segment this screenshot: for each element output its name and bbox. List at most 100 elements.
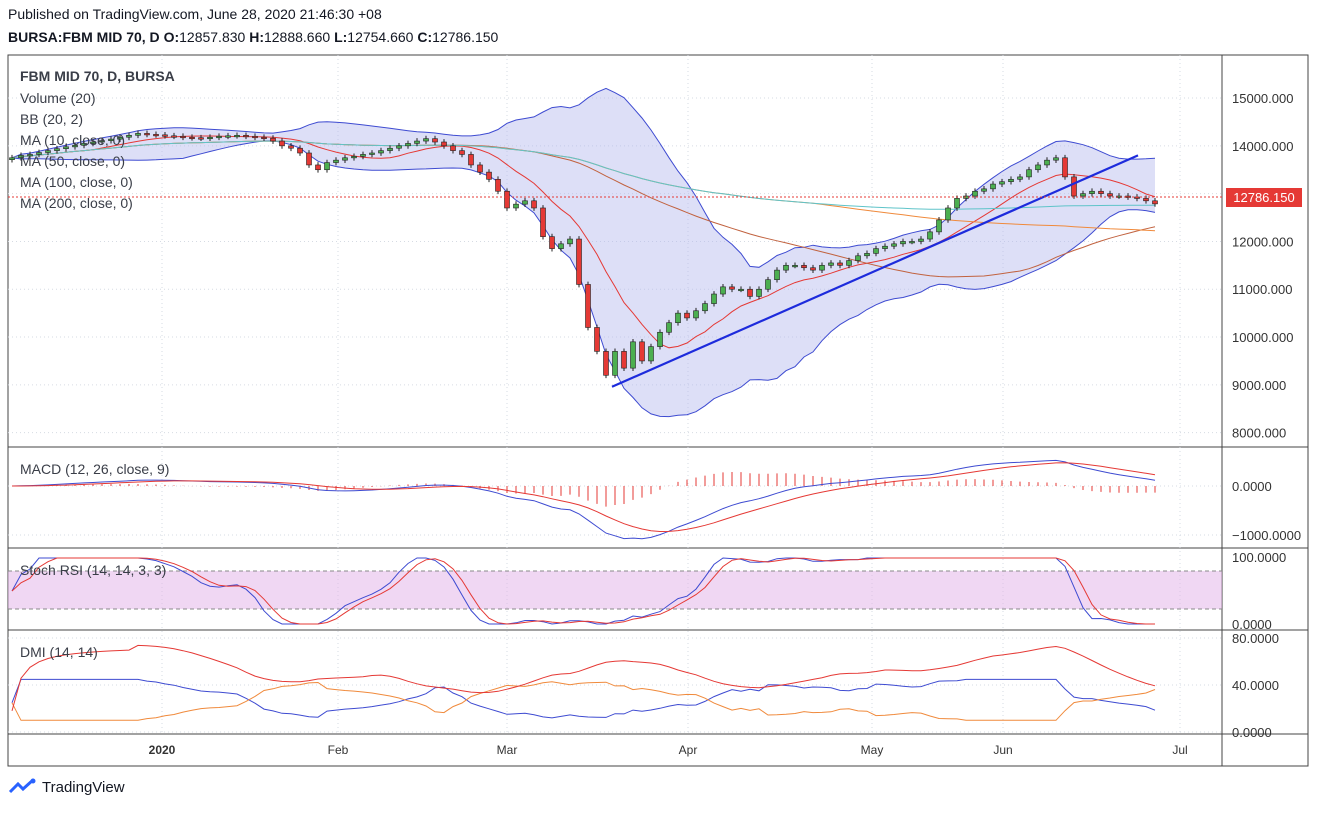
dmi-plus-line [11,678,1156,719]
candle-body [864,253,870,257]
published-line: Published on TradingView.com, June 28, 2… [8,6,382,22]
candle-body [684,312,690,319]
brand-logo[interactable]: TradingView [8,778,125,796]
candle-body [180,135,186,139]
candle-body [1017,176,1023,180]
candle-body [1080,193,1086,197]
candle-body [414,140,420,144]
candle-body [207,136,213,140]
candle-body [252,135,258,139]
chart-frame [7,54,1309,767]
time-tick-label: May [861,743,884,757]
candle-body [945,207,951,221]
stoch-d-line [11,557,1155,625]
candle-body [36,152,42,155]
candle-body [639,341,645,362]
legend-bb: BB (20, 2) [20,111,83,127]
legend-ma100: MA (100, close, 0) [20,174,133,190]
candle-body [783,265,789,271]
candle-body [1152,200,1158,205]
legend-ma200: MA (200, close, 0) [20,195,133,211]
dmi-minus-line [11,681,1156,721]
candle-body [1089,190,1095,194]
candle-body [567,238,573,245]
candle-body [189,136,195,140]
candle-body [459,150,465,155]
candle-body [972,190,978,197]
symbol-label: BURSA:FBM MID 70, D [8,29,160,45]
candle-body [441,141,447,147]
candle-body [666,322,672,333]
candle-body [225,135,231,138]
dmi-tick-label: 40.0000 [1232,678,1279,693]
high-label: H: [249,29,264,45]
candle-body [891,243,897,247]
time-tick-label: Feb [328,743,349,757]
candle-body [900,241,906,245]
stoch-title: Stoch RSI (14, 14, 3, 3) [20,562,166,578]
candle-body [477,164,483,173]
candle-body [1098,190,1104,194]
candle-body [306,152,312,166]
candle-body [9,157,15,160]
candle-body [1107,193,1113,197]
indicator-lines-group [11,87,1156,721]
candle-body [819,265,825,271]
candle-body [1062,157,1068,178]
ohlc-line: BURSA:FBM MID 70, D O:12857.830 H:12888.… [8,29,498,45]
candle-body [297,147,303,154]
bollinger-fill [12,88,1155,417]
trendline [611,154,1139,388]
bollinger-fill-group [12,88,1155,417]
candle-body [828,262,834,266]
candle-body [72,145,78,148]
candle-body [513,203,519,209]
candle-body [504,190,510,209]
candle-body [423,138,429,142]
candle-body [279,140,285,147]
price-tick-label: 8000.000 [1232,426,1286,441]
candle-body [540,207,546,237]
low-value: 12754.660 [347,29,414,45]
time-tick-label: Apr [679,743,698,757]
candle-body [738,288,744,292]
candle-body [873,248,879,254]
candle-body [432,138,438,143]
candle-body [774,269,780,280]
candle-body [999,181,1005,185]
stoch-tick-label: 100.0000 [1232,550,1286,565]
candle-body [594,327,600,352]
high-value: 12888.660 [263,29,331,45]
stoch-band-group [8,570,1222,610]
ma200-line [11,140,1155,210]
candle-body [153,134,159,137]
candle-body [351,156,357,159]
open-label: O: [163,29,180,45]
candle-body [1053,157,1059,161]
candle-body [27,154,33,157]
dmi-tick-label: 0.0000 [1232,725,1272,740]
candle-body [936,219,942,233]
price-tick-label: 10000.000 [1232,330,1293,345]
candle-body [909,241,915,244]
candle-body [954,198,960,209]
legend-ma10: MA (10, close, 0) [20,132,125,148]
legend-volume: Volume (20) [20,90,95,106]
candle-body [171,135,177,138]
candle-body [405,143,411,147]
close-value: 12786.150 [432,29,499,45]
stoch-band [8,571,1222,609]
bollinger-upper [11,87,1156,268]
candle-body [288,145,294,149]
candle-body [711,293,717,304]
candle-body [324,162,330,171]
candle-body [603,351,609,376]
candle-body [1035,164,1041,171]
candle-body [342,157,348,161]
candle-body [855,255,861,261]
candle-body [576,238,582,285]
candle-body [90,141,96,144]
time-tick-label: Jun [993,743,1012,757]
candle-body [54,148,60,151]
